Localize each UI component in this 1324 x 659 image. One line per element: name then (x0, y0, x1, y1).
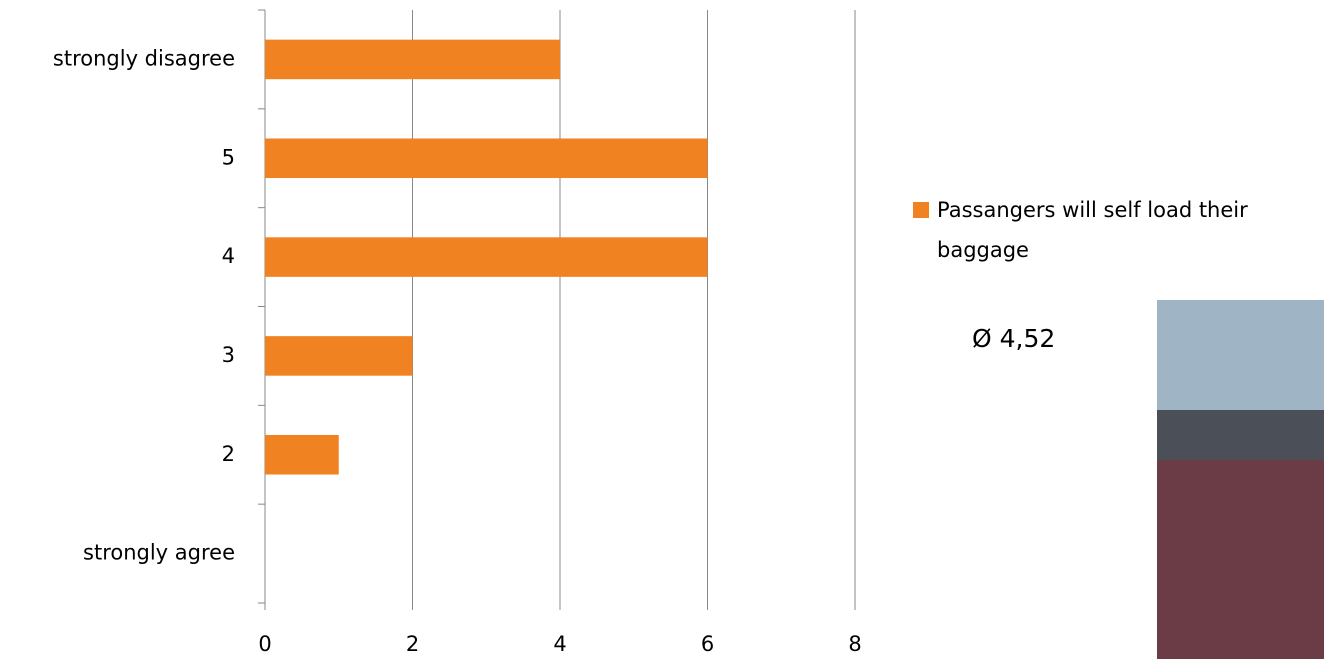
y-tick-label: 5 (222, 145, 235, 169)
legend-label: Passangers will self load their baggage (937, 198, 1248, 262)
legend-swatch (913, 202, 929, 218)
x-tick-label: 4 (553, 632, 566, 656)
x-tick-label: 6 (701, 632, 714, 656)
y-tick-label: strongly disagree (53, 46, 235, 70)
photo-luggage (1157, 460, 1324, 659)
y-tick-label: 4 (222, 244, 235, 268)
bar (265, 336, 413, 376)
bar (265, 237, 708, 277)
y-tick-label: 2 (222, 442, 235, 466)
y-tick-label: strongly agree (83, 541, 235, 565)
y-tick-label: 3 (222, 343, 235, 367)
x-tick-label: 0 (258, 632, 271, 656)
bar (265, 39, 560, 80)
x-tick-label: 2 (406, 632, 419, 656)
bar (265, 138, 708, 179)
bar (265, 434, 339, 475)
annotation: Ø 4,52 (972, 324, 1055, 353)
photo-ceiling (1157, 300, 1324, 410)
x-tick-label: 8 (848, 632, 861, 656)
